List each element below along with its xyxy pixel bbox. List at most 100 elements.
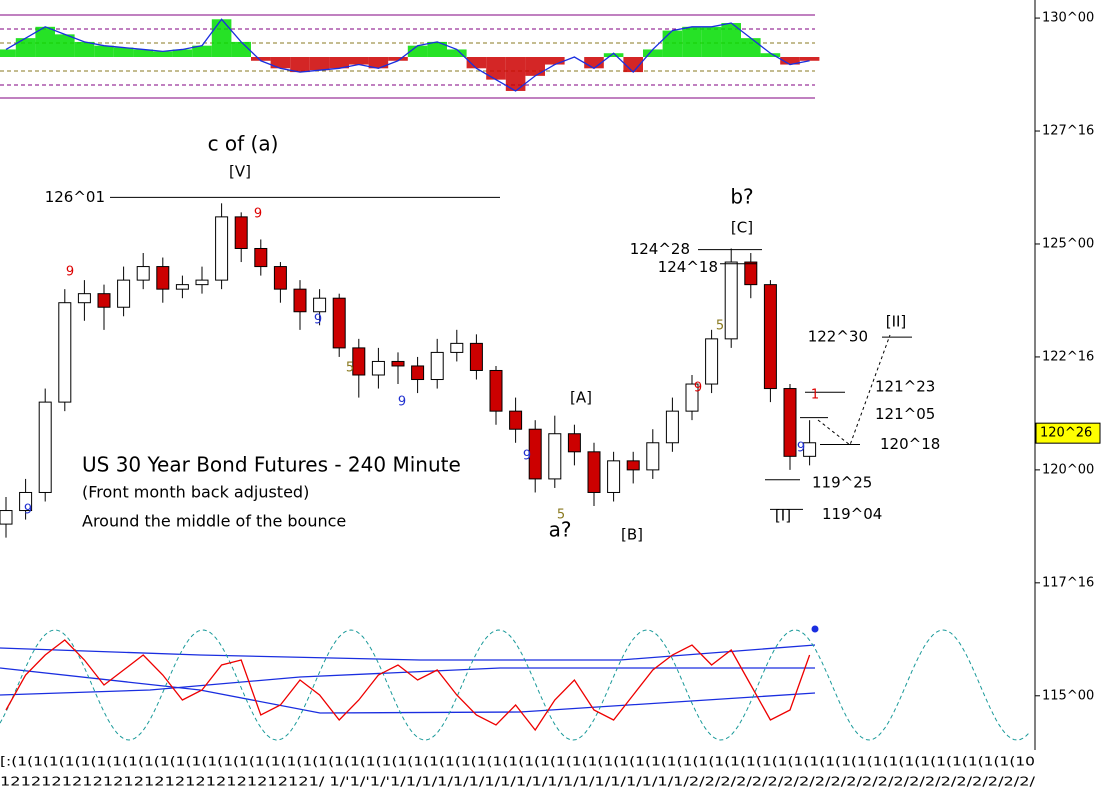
oscillator-bar — [309, 57, 330, 71]
y-tick-label: 127^16 — [1042, 124, 1094, 139]
y-tick-label: 120^00 — [1042, 462, 1094, 477]
candle-body — [371, 360, 385, 376]
y-tick-label: 122^16 — [1042, 349, 1094, 364]
candle-body — [195, 279, 209, 286]
count-label: 9 — [24, 503, 32, 518]
candle-body — [391, 360, 405, 367]
last-price-label: 120^26 — [1040, 426, 1092, 441]
oscillator-bar — [388, 57, 408, 61]
oscillator-bar — [251, 57, 271, 61]
oscillator-bar — [153, 51, 173, 57]
oscillator-bar — [701, 26, 722, 57]
oscillator-bar — [623, 57, 643, 73]
oscillator-bar — [427, 41, 447, 57]
cycle-dot — [811, 625, 819, 633]
count-label: 9 — [797, 441, 805, 456]
wave-label: [I] — [775, 507, 791, 525]
candle-body — [58, 302, 72, 403]
band-line — [0, 667, 815, 696]
oscillator-bar — [368, 57, 389, 69]
candle-body — [293, 288, 307, 313]
candle-body — [77, 293, 91, 304]
chart-title: US 30 Year Bond Futures - 240 Minute — [82, 453, 461, 477]
wave-label: b? — [730, 185, 753, 209]
level-label: 120^18 — [880, 435, 940, 453]
oscillator-bar — [133, 49, 153, 57]
level-label: 126^01 — [45, 188, 105, 206]
candle-body — [254, 247, 268, 268]
oscillator-bar — [290, 57, 310, 73]
last-price-box — [1035, 422, 1101, 444]
oscillator-bar — [172, 49, 193, 57]
oscillator-bar — [231, 41, 251, 57]
wave-label: a? — [549, 518, 572, 542]
candle-body — [234, 216, 248, 249]
candle-body — [97, 293, 111, 308]
oscillator-bar — [799, 57, 820, 61]
count-label: 9 — [254, 207, 262, 222]
oscillator-bar — [270, 57, 291, 69]
oscillator-bar — [447, 49, 467, 57]
oscillator-bar — [211, 19, 232, 57]
wave-label: c of (a) — [208, 132, 279, 156]
oscillator-bar — [545, 57, 565, 65]
oscillator-bar — [682, 26, 702, 57]
level-label: 121^23 — [875, 378, 935, 396]
candle-body — [215, 216, 229, 281]
oscillator-bar — [349, 57, 369, 65]
oscillator-line — [5, 18, 810, 92]
oscillator-bar — [505, 57, 526, 91]
candle-body — [175, 284, 189, 290]
cycle-line — [5, 639, 811, 732]
candle-body — [665, 410, 679, 444]
y-tick-label: 115^00 — [1042, 688, 1094, 703]
level-label: 119^04 — [822, 505, 882, 523]
band-line — [0, 644, 816, 661]
candle-body — [0, 510, 13, 525]
wave-label: [B] — [621, 526, 643, 544]
wave-label: [C] — [731, 219, 753, 237]
x-axis-label: 1212121212121212121212121212121/ 1/'1/'1… — [0, 775, 1036, 789]
candle-body — [273, 266, 287, 290]
oscillator-bar — [760, 53, 781, 57]
oscillator-bar — [662, 30, 683, 57]
candle-body — [136, 266, 150, 281]
count-label: 1 — [811, 388, 819, 403]
candle-body — [469, 342, 483, 371]
wave-label: [II] — [886, 313, 907, 331]
count-label: 9 — [694, 381, 702, 396]
projection — [817, 334, 891, 446]
level-label: 122^30 — [808, 328, 868, 346]
y-tick-label: 117^16 — [1042, 575, 1094, 590]
candle-body — [411, 365, 425, 381]
candle-body — [489, 369, 503, 412]
x-axis-label: [:(1(1(1(1(1(1(1(1(1(1(1(1(1(1(1(1(1(1(1… — [0, 755, 1035, 769]
oscillator-bar — [192, 45, 212, 57]
oscillator-bar — [74, 41, 95, 57]
top-panel-frame — [0, 14, 815, 99]
cycle-wave — [0, 629, 1030, 741]
count-label: 5 — [557, 508, 565, 523]
oscillator-bar — [55, 34, 75, 57]
oscillator-bar — [407, 45, 428, 57]
chart-subtitle: (Front month back adjusted) — [82, 483, 309, 502]
candle-body — [567, 433, 581, 453]
y-tick-label: 125^00 — [1042, 236, 1094, 251]
candle-body — [332, 297, 346, 349]
candle-body — [803, 442, 817, 457]
level-label: 124^28 — [630, 240, 690, 258]
oscillator-bar — [466, 57, 487, 69]
oscillator-bar — [0, 49, 16, 57]
chart-note: Around the middle of the bounce — [82, 512, 346, 531]
candle-body — [352, 347, 366, 376]
oscillator-bar — [15, 38, 36, 57]
count-label: 5 — [716, 319, 724, 334]
oscillator-bar — [603, 53, 624, 57]
oscillator-bar — [525, 57, 545, 76]
wave-label: [A] — [570, 389, 592, 407]
candle-body — [744, 261, 758, 286]
count-label: 9 — [66, 265, 74, 280]
count-label: 9 — [523, 449, 531, 464]
candle-body — [724, 261, 738, 340]
